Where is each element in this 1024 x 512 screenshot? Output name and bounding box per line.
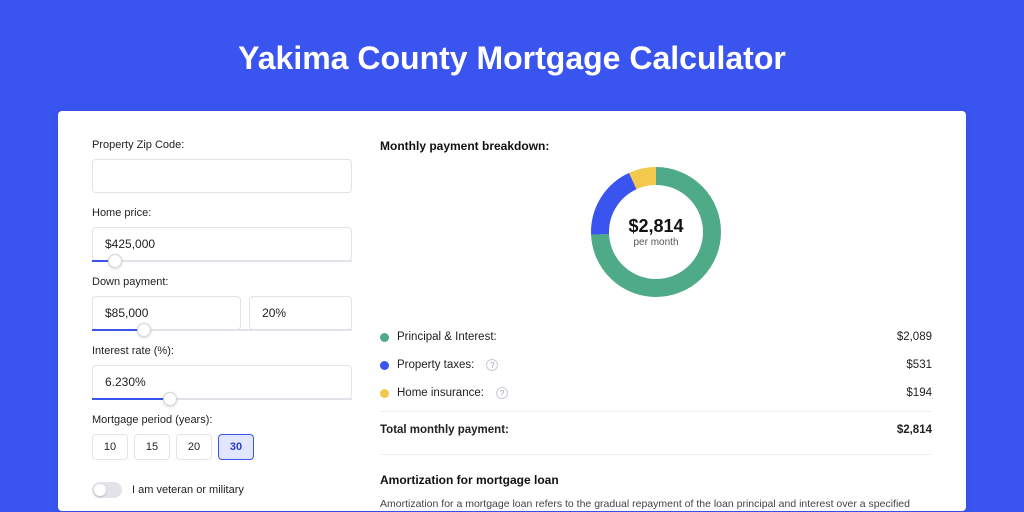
legend-name: Principal & Interest: [397, 331, 497, 343]
interest-rate-slider-thumb[interactable] [163, 392, 177, 406]
legend-row: Home insurance:? $194 [380, 379, 932, 407]
home-price-input[interactable] [92, 227, 352, 261]
amortization-title: Amortization for mortgage loan [380, 473, 932, 487]
down-payment-amount-input[interactable] [92, 296, 241, 330]
down-payment-slider-thumb[interactable] [137, 323, 151, 337]
interest-rate-label: Interest rate (%): [92, 345, 352, 357]
field-down-payment: Down payment: [92, 276, 352, 331]
down-payment-slider[interactable] [92, 329, 352, 331]
field-home-price: Home price: [92, 207, 352, 262]
legend: Principal & Interest: $2,089 Property taxe… [380, 323, 932, 455]
down-payment-label: Down payment: [92, 276, 352, 288]
home-price-slider-thumb[interactable] [108, 254, 122, 268]
down-payment-percent-input[interactable] [249, 296, 352, 330]
field-interest-rate: Interest rate (%): [92, 345, 352, 400]
legend-dot [380, 361, 389, 370]
period-option-20[interactable]: 20 [176, 434, 212, 460]
zip-label: Property Zip Code: [92, 139, 352, 151]
legend-name: Home insurance: [397, 387, 484, 399]
legend-name: Property taxes: [397, 359, 474, 371]
donut-total: $2,814 [628, 216, 683, 237]
breakdown-panel: Monthly payment breakdown: $2,814 per mo… [380, 139, 932, 511]
breakdown-title: Monthly payment breakdown: [380, 139, 932, 153]
donut-subtitle: per month [633, 237, 678, 248]
legend-dot [380, 333, 389, 342]
help-icon[interactable]: ? [486, 359, 498, 371]
help-icon[interactable]: ? [496, 387, 508, 399]
legend-total-row: Total monthly payment: $2,814 [380, 411, 932, 444]
period-option-10[interactable]: 10 [92, 434, 128, 460]
legend-row: Principal & Interest: $2,089 [380, 323, 932, 351]
legend-total-amount: $2,814 [897, 424, 932, 436]
amortization-text: Amortization for a mortgage loan refers … [380, 497, 932, 511]
period-option-30[interactable]: 30 [218, 434, 254, 460]
field-veteran: I am veteran or military [92, 482, 352, 498]
interest-rate-input[interactable] [92, 365, 352, 399]
page-title: Yakima County Mortgage Calculator [58, 40, 966, 77]
period-label: Mortgage period (years): [92, 414, 352, 426]
legend-dot [380, 389, 389, 398]
form-panel: Property Zip Code: Home price: Down paym… [92, 139, 352, 511]
interest-rate-slider[interactable] [92, 398, 352, 400]
legend-total-name: Total monthly payment: [380, 424, 509, 436]
veteran-toggle-knob [94, 484, 106, 496]
home-price-slider[interactable] [92, 260, 352, 262]
period-option-15[interactable]: 15 [134, 434, 170, 460]
legend-amount: $194 [906, 387, 932, 399]
legend-amount: $2,089 [897, 331, 932, 343]
home-price-label: Home price: [92, 207, 352, 219]
period-options: 10152030 [92, 434, 352, 460]
veteran-toggle[interactable] [92, 482, 122, 498]
donut-chart: $2,814 per month [380, 167, 932, 297]
field-zip: Property Zip Code: [92, 139, 352, 193]
legend-row: Property taxes:? $531 [380, 351, 932, 379]
calculator-card: Property Zip Code: Home price: Down paym… [58, 111, 966, 511]
zip-input[interactable] [92, 159, 352, 193]
legend-amount: $531 [906, 359, 932, 371]
veteran-label: I am veteran or military [132, 484, 244, 496]
field-period: Mortgage period (years): 10152030 [92, 414, 352, 460]
